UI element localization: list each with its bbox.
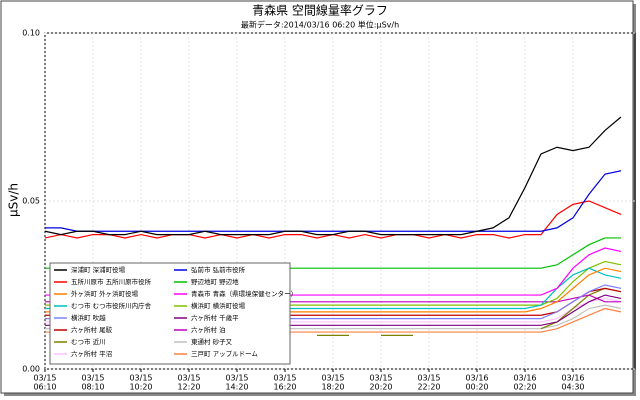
x-tick-label: 03/15 [225,374,248,383]
y-tick-label: 0.00 [22,365,40,374]
x-tick-label: 03/15 [177,374,200,383]
x-tick-label: 18:20 [321,383,344,392]
x-tick-label: 20:20 [369,383,392,392]
legend-label: 三戸町 アップルドーム [191,350,258,358]
x-tick-label: 03/15 [81,374,104,383]
x-tick-label: 22:20 [417,383,440,392]
legend-label: 横浜町 吹越 [71,313,106,322]
legend-label: 横浜町 横浜町役場 [191,301,246,310]
chart-title: 青森県 空間線量率グラフ [252,3,388,18]
x-tick-label: 03/15 [33,374,56,383]
x-tick-label: 06:10 [33,383,56,392]
x-tick-label: 03/15 [369,374,392,383]
x-tick-label: 00:20 [465,383,488,392]
legend-label: 六ヶ所村 千歳平 [191,313,239,322]
legend-label: 六ヶ所村 泊 [191,325,226,334]
x-tick-label: 03/15 [129,374,152,383]
legend-label: 青森市 青森（県環境保健センター） [191,289,297,298]
x-tick-label: 04:30 [561,383,584,392]
legend-label: 深浦町 深浦町役場 [71,265,126,274]
x-tick-label: 16:20 [273,383,296,392]
x-tick-label: 02:20 [513,383,536,392]
y-tick-label: 0.10 [22,29,40,38]
x-tick-label: 12:20 [177,383,200,392]
x-tick-label: 03/16 [465,374,488,383]
legend-label: 五所川原市 五所川原市役所 [71,277,152,286]
x-tick-label: 14:20 [225,383,248,392]
y-tick-label: 0.05 [22,197,40,206]
legend-label: 野辺地町 野辺地 [191,277,239,286]
x-tick-label: 03/15 [273,374,296,383]
legend-label: 六ヶ所村 尾駮 [71,325,113,334]
legend-label: むつ市 むつ市役所川内庁舎 [71,301,152,310]
legend-label: 弘前市 弘前市役所 [191,265,246,274]
legend-label: 東通村 砂子又 [191,337,233,346]
x-tick-label: 03/16 [561,374,584,383]
x-tick-label: 10:20 [129,383,152,392]
x-tick-label: 03/16 [513,374,536,383]
legend-label: 外ヶ浜町 外ヶ浜町役場 [71,289,139,298]
x-tick-label: 03/15 [417,374,440,383]
legend-box [49,262,291,365]
legend-label: 六ヶ所村 平沼 [71,349,112,358]
y-axis-label: μSv/h [7,183,21,217]
legend-label: むつ市 近川 [71,337,106,346]
x-tick-label: 08:10 [81,383,104,392]
series-line [44,116,622,236]
chart-subtitle: 最新データ:2014/03/16 06:20 単位:μSv/h [241,20,399,30]
x-tick-label: 03/15 [321,374,344,383]
